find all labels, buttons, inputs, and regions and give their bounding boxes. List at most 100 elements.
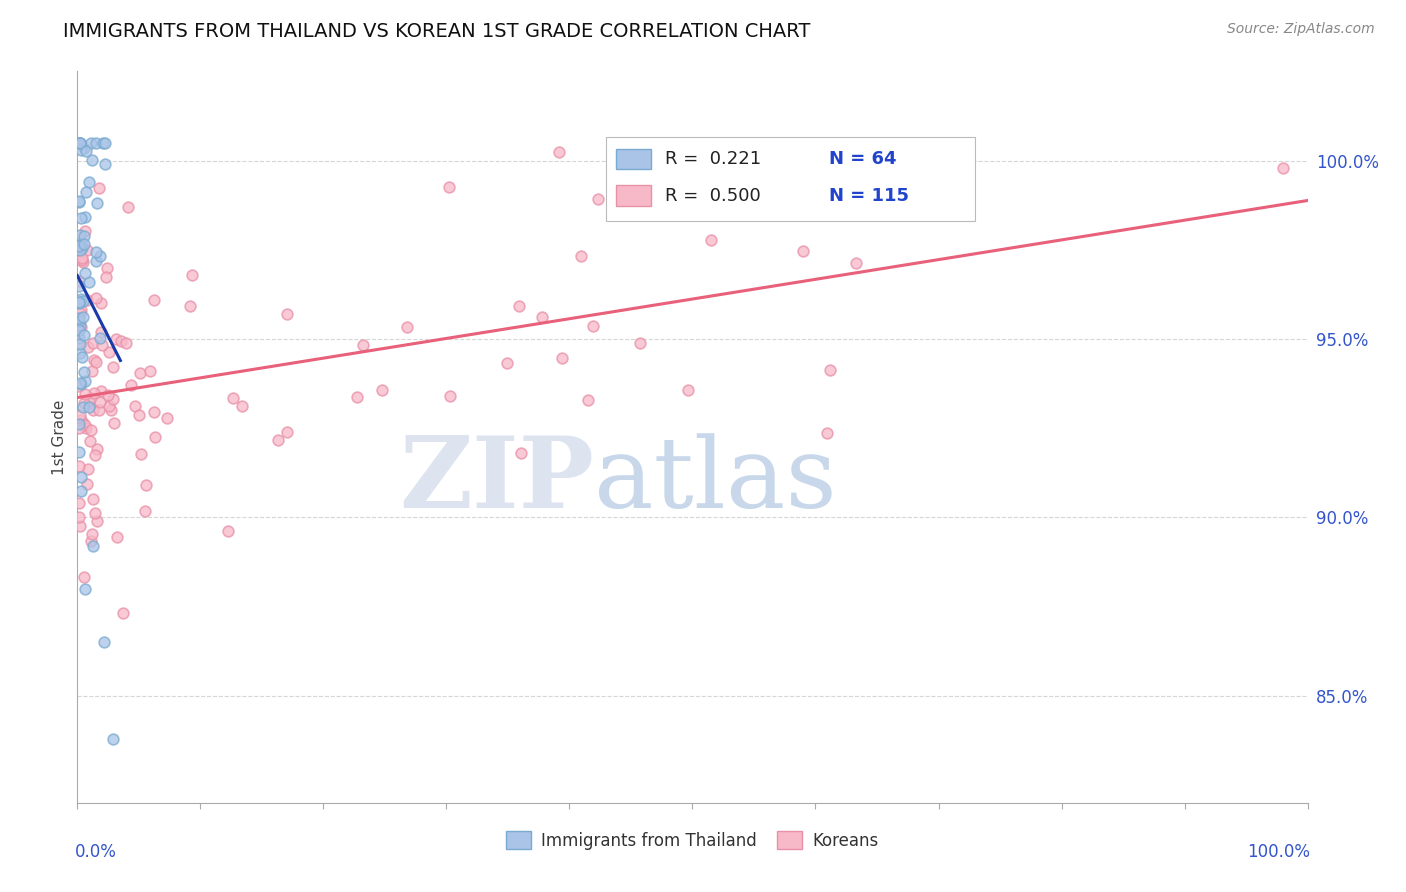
Point [217,524,239,539]
Point [77,400,100,414]
Point [67,311,90,326]
Point [69,294,91,309]
Point [101,359,124,374]
Point [1272,161,1295,175]
Point [83,352,105,367]
Point [73,386,96,401]
Point [67,421,90,435]
Point [222,391,245,405]
Point [69,319,91,334]
Point [69,136,91,150]
Point [67,417,90,432]
Point [89,180,111,194]
Point [69,306,91,320]
Point [155,411,177,425]
Point [67,510,90,524]
Point [70,303,93,318]
Point [101,731,124,746]
Point [72,310,94,324]
Point [84,448,107,462]
Point [72,141,94,155]
Point [72,254,94,268]
Text: R =  0.500: R = 0.500 [665,186,761,204]
Point [439,389,461,403]
Point [97,399,120,413]
Text: 100.0%: 100.0% [1247,843,1310,861]
Point [70,241,93,255]
Point [84,506,107,520]
Point [84,244,107,259]
Point [807,185,830,199]
Point [80,364,103,378]
Point [576,393,599,408]
Point [105,333,128,347]
Point [76,477,98,491]
Text: 0.0%: 0.0% [75,843,117,861]
Point [89,395,111,409]
Point [509,446,531,460]
Point [105,531,128,545]
Text: IMMIGRANTS FROM THAILAND VS KOREAN 1ST GRADE CORRELATION CHART: IMMIGRANTS FROM THAILAND VS KOREAN 1ST G… [63,22,811,41]
Point [628,335,651,350]
Point [69,136,91,150]
Point [73,224,96,238]
Point [86,514,108,528]
Point [700,233,723,247]
Point [131,447,153,461]
Point [69,346,91,360]
Point [69,337,91,351]
Point [84,291,107,305]
Point [67,239,90,253]
Point [69,243,91,257]
Point [67,274,90,288]
Point [67,314,90,328]
Point [72,229,94,244]
Point [73,328,96,343]
Point [73,210,96,224]
Point [117,200,139,214]
Point [352,337,374,351]
Point [276,425,298,440]
Point [80,526,103,541]
Point [67,136,90,150]
Point [346,390,368,404]
Point [79,423,101,437]
Text: ZIP: ZIP [399,433,595,530]
Point [67,296,90,310]
Point [67,314,90,328]
Point [818,363,841,377]
Point [82,336,104,351]
Point [94,270,117,285]
Point [371,383,394,397]
Point [67,323,90,337]
Point [96,261,118,276]
Point [100,403,122,417]
Point [82,491,104,506]
Point [496,355,519,369]
Point [69,318,91,333]
Point [84,254,107,268]
Point [815,425,838,440]
Point [77,462,100,476]
Text: N = 115: N = 115 [830,186,910,204]
Point [70,413,93,427]
Point [69,194,91,208]
Legend: Immigrants from Thailand, Koreans: Immigrants from Thailand, Koreans [499,824,886,856]
Point [67,195,90,210]
Point [86,136,108,150]
Point [90,295,112,310]
Point [69,143,91,157]
Point [103,416,125,430]
Point [67,279,90,293]
Point [98,345,121,359]
Point [67,295,90,310]
Point [69,376,91,391]
Point [676,383,699,397]
Point [77,340,100,354]
Point [75,420,97,434]
Point [94,157,117,171]
Point [844,256,866,270]
Point [80,153,103,168]
Point [67,379,90,393]
Point [79,136,101,150]
